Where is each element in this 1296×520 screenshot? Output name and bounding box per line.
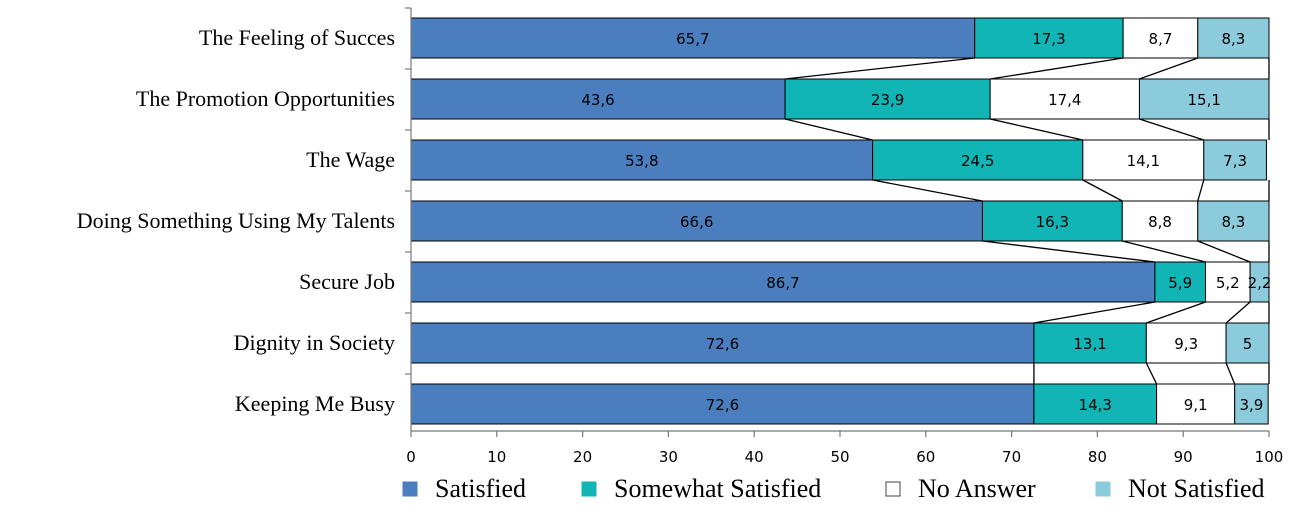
data-label-satisfied-dignity-in-society: 72,6 — [706, 335, 739, 353]
bar-somewhat-satisfied-keeping-me-busy — [1033, 383, 1158, 425]
data-label-somewhat-satisfied-doing-something-using-my-talents: 16,3 — [1036, 213, 1069, 231]
bar-somewhat-satisfied-the-feeling-of-succes — [974, 17, 1124, 59]
x-tick-label-60: 60 — [916, 448, 935, 466]
series-line-no-answer-3 — [1197, 240, 1251, 263]
x-tick-label-90: 90 — [1174, 448, 1193, 466]
data-label-not-satisfied-the-promotion-opportunities: 15,1 — [1188, 91, 1221, 109]
data-label-satisfied-the-promotion-opportunities: 43,6 — [581, 91, 614, 109]
data-label-satisfied-the-wage: 53,8 — [625, 152, 658, 170]
series-line-somewhat-satisfied-3 — [1122, 240, 1206, 263]
legend-label-somewhat-satisfied: Somewhat Satisfied — [614, 474, 821, 503]
x-tick-label-100: 100 — [1255, 448, 1284, 466]
category-label-secure-job: Secure Job — [299, 269, 395, 294]
data-label-somewhat-satisfied-the-feeling-of-succes: 17,3 — [1032, 30, 1065, 48]
series-line-satisfied-3 — [982, 240, 1155, 263]
legend-label-satisfied: Satisfied — [435, 474, 526, 503]
data-label-no-answer-keeping-me-busy: 9,1 — [1184, 396, 1208, 414]
bar-not-satisfied-dignity-in-society — [1225, 322, 1270, 364]
series-line-no-answer-1 — [1139, 118, 1204, 141]
x-tick-label-30: 30 — [659, 448, 678, 466]
data-label-satisfied-keeping-me-busy: 72,6 — [706, 396, 739, 414]
data-label-no-answer-the-feeling-of-succes: 8,7 — [1149, 30, 1173, 48]
category-label-the-promotion-opportunities: The Promotion Opportunities — [136, 86, 395, 111]
series-line-somewhat-satisfied-0 — [990, 57, 1124, 80]
legend: Satisfied Somewhat Satisfied No Answer Not … — [402, 474, 1265, 503]
series-line-no-answer-4 — [1225, 301, 1251, 324]
legend-swatch-no-answer — [885, 481, 901, 497]
data-label-somewhat-satisfied-the-wage: 24,5 — [961, 152, 994, 170]
bar-satisfied-the-feeling-of-succes — [410, 17, 976, 59]
category-label-doing-something-using-my-talents: Doing Something Using My Talents — [77, 208, 395, 233]
data-label-not-satisfied-keeping-me-busy: 3,9 — [1239, 396, 1263, 414]
data-label-not-satisfied-dignity-in-society: 5 — [1243, 335, 1253, 353]
data-label-not-satisfied-doing-something-using-my-talents: 8,3 — [1221, 213, 1245, 231]
x-tick-label-40: 40 — [745, 448, 764, 466]
series-line-somewhat-satisfied-2 — [1082, 179, 1123, 202]
x-tick-label-70: 70 — [1002, 448, 1021, 466]
series-line-no-answer-0 — [1139, 57, 1199, 80]
plot-area: The Feeling of Succes 65,7 17,3 8,7 8,3 The P… — [77, 17, 1272, 425]
bar-not-satisfied-the-promotion-opportunities — [1138, 78, 1270, 120]
x-tick-label-20: 20 — [573, 448, 592, 466]
data-label-not-satisfied-the-wage: 7,3 — [1223, 152, 1247, 170]
bar-not-satisfied-doing-something-using-my-talents — [1197, 200, 1270, 242]
series-line-somewhat-satisfied-5 — [1145, 362, 1158, 385]
series-line-no-answer-5 — [1225, 362, 1236, 385]
bar-not-satisfied-the-feeling-of-succes — [1197, 17, 1270, 59]
x-tick-label-80: 80 — [1088, 448, 1107, 466]
legend-swatch-somewhat-satisfied — [581, 481, 597, 497]
x-axis: 0 10 20 30 40 50 60 70 80 90 100 — [405, 7, 1284, 466]
bar-no-answer-the-feeling-of-succes — [1122, 17, 1199, 59]
category-label-the-feeling-of-succes: The Feeling of Succes — [199, 25, 395, 50]
bar-somewhat-satisfied-dignity-in-society — [1033, 322, 1147, 364]
series-line-satisfied-1 — [784, 118, 873, 141]
series-line-somewhat-satisfied-4 — [1146, 301, 1206, 324]
bar-no-answer-keeping-me-busy — [1156, 383, 1236, 425]
data-label-not-satisfied-secure-job: 2,2 — [1248, 274, 1272, 292]
data-label-no-answer-secure-job: 5,2 — [1216, 274, 1240, 292]
category-label-the-wage: The Wage — [306, 147, 395, 172]
bar-somewhat-satisfied-doing-something-using-my-talents — [981, 200, 1123, 242]
legend-swatch-satisfied — [402, 481, 418, 497]
x-tick-label-50: 50 — [830, 448, 849, 466]
x-tick-label-10: 10 — [487, 448, 506, 466]
category-label-keeping-me-busy: Keeping Me Busy — [235, 391, 395, 416]
bar-not-satisfied-the-wage — [1203, 139, 1267, 181]
bar-satisfied-doing-something-using-my-talents — [410, 200, 983, 242]
data-label-satisfied-doing-something-using-my-talents: 66,6 — [680, 213, 713, 231]
data-label-no-answer-the-wage: 14,1 — [1127, 152, 1160, 170]
data-label-somewhat-satisfied-secure-job: 5,9 — [1168, 274, 1192, 292]
series-line-no-answer-2 — [1197, 179, 1205, 202]
category-label-dignity-in-society: Dignity in Society — [234, 330, 395, 355]
bar-satisfied-dignity-in-society — [410, 322, 1035, 364]
bar-somewhat-satisfied-the-promotion-opportunities — [784, 78, 991, 120]
data-label-somewhat-satisfied-dignity-in-society: 13,1 — [1073, 335, 1106, 353]
bar-not-satisfied-keeping-me-busy — [1234, 383, 1269, 425]
data-label-satisfied-secure-job: 86,7 — [766, 274, 799, 292]
bar-no-answer-dignity-in-society — [1145, 322, 1227, 364]
bar-satisfied-the-promotion-opportunities — [410, 78, 786, 120]
data-label-no-answer-doing-something-using-my-talents: 8,8 — [1148, 213, 1172, 231]
series-line-satisfied-2 — [872, 179, 983, 202]
bar-somewhat-satisfied-secure-job — [1154, 261, 1207, 303]
legend-label-no-answer: No Answer — [918, 474, 1036, 503]
data-label-somewhat-satisfied-keeping-me-busy: 14,3 — [1079, 396, 1112, 414]
bar-not-satisfied-secure-job — [1249, 261, 1270, 303]
series-line-satisfied-4 — [1033, 301, 1155, 324]
x-tick-label-0: 0 — [406, 448, 416, 466]
bar-no-answer-secure-job — [1205, 261, 1251, 303]
data-label-no-answer-dignity-in-society: 9,3 — [1174, 335, 1198, 353]
series-line-somewhat-satisfied-1 — [990, 118, 1083, 141]
legend-swatch-not-satisfied — [1095, 481, 1111, 497]
bar-satisfied-keeping-me-busy — [410, 383, 1035, 425]
data-label-somewhat-satisfied-the-promotion-opportunities: 23,9 — [871, 91, 904, 109]
data-label-satisfied-the-feeling-of-succes: 65,7 — [676, 30, 709, 48]
series-line-satisfied-0 — [785, 57, 975, 80]
data-label-not-satisfied-the-feeling-of-succes: 8,3 — [1221, 30, 1245, 48]
bar-somewhat-satisfied-the-wage — [872, 139, 1084, 181]
legend-label-not-satisfied: Not Satisfied — [1128, 474, 1265, 503]
bar-no-answer-the-promotion-opportunities — [989, 78, 1140, 120]
data-label-no-answer-the-promotion-opportunities: 17,4 — [1048, 91, 1081, 109]
